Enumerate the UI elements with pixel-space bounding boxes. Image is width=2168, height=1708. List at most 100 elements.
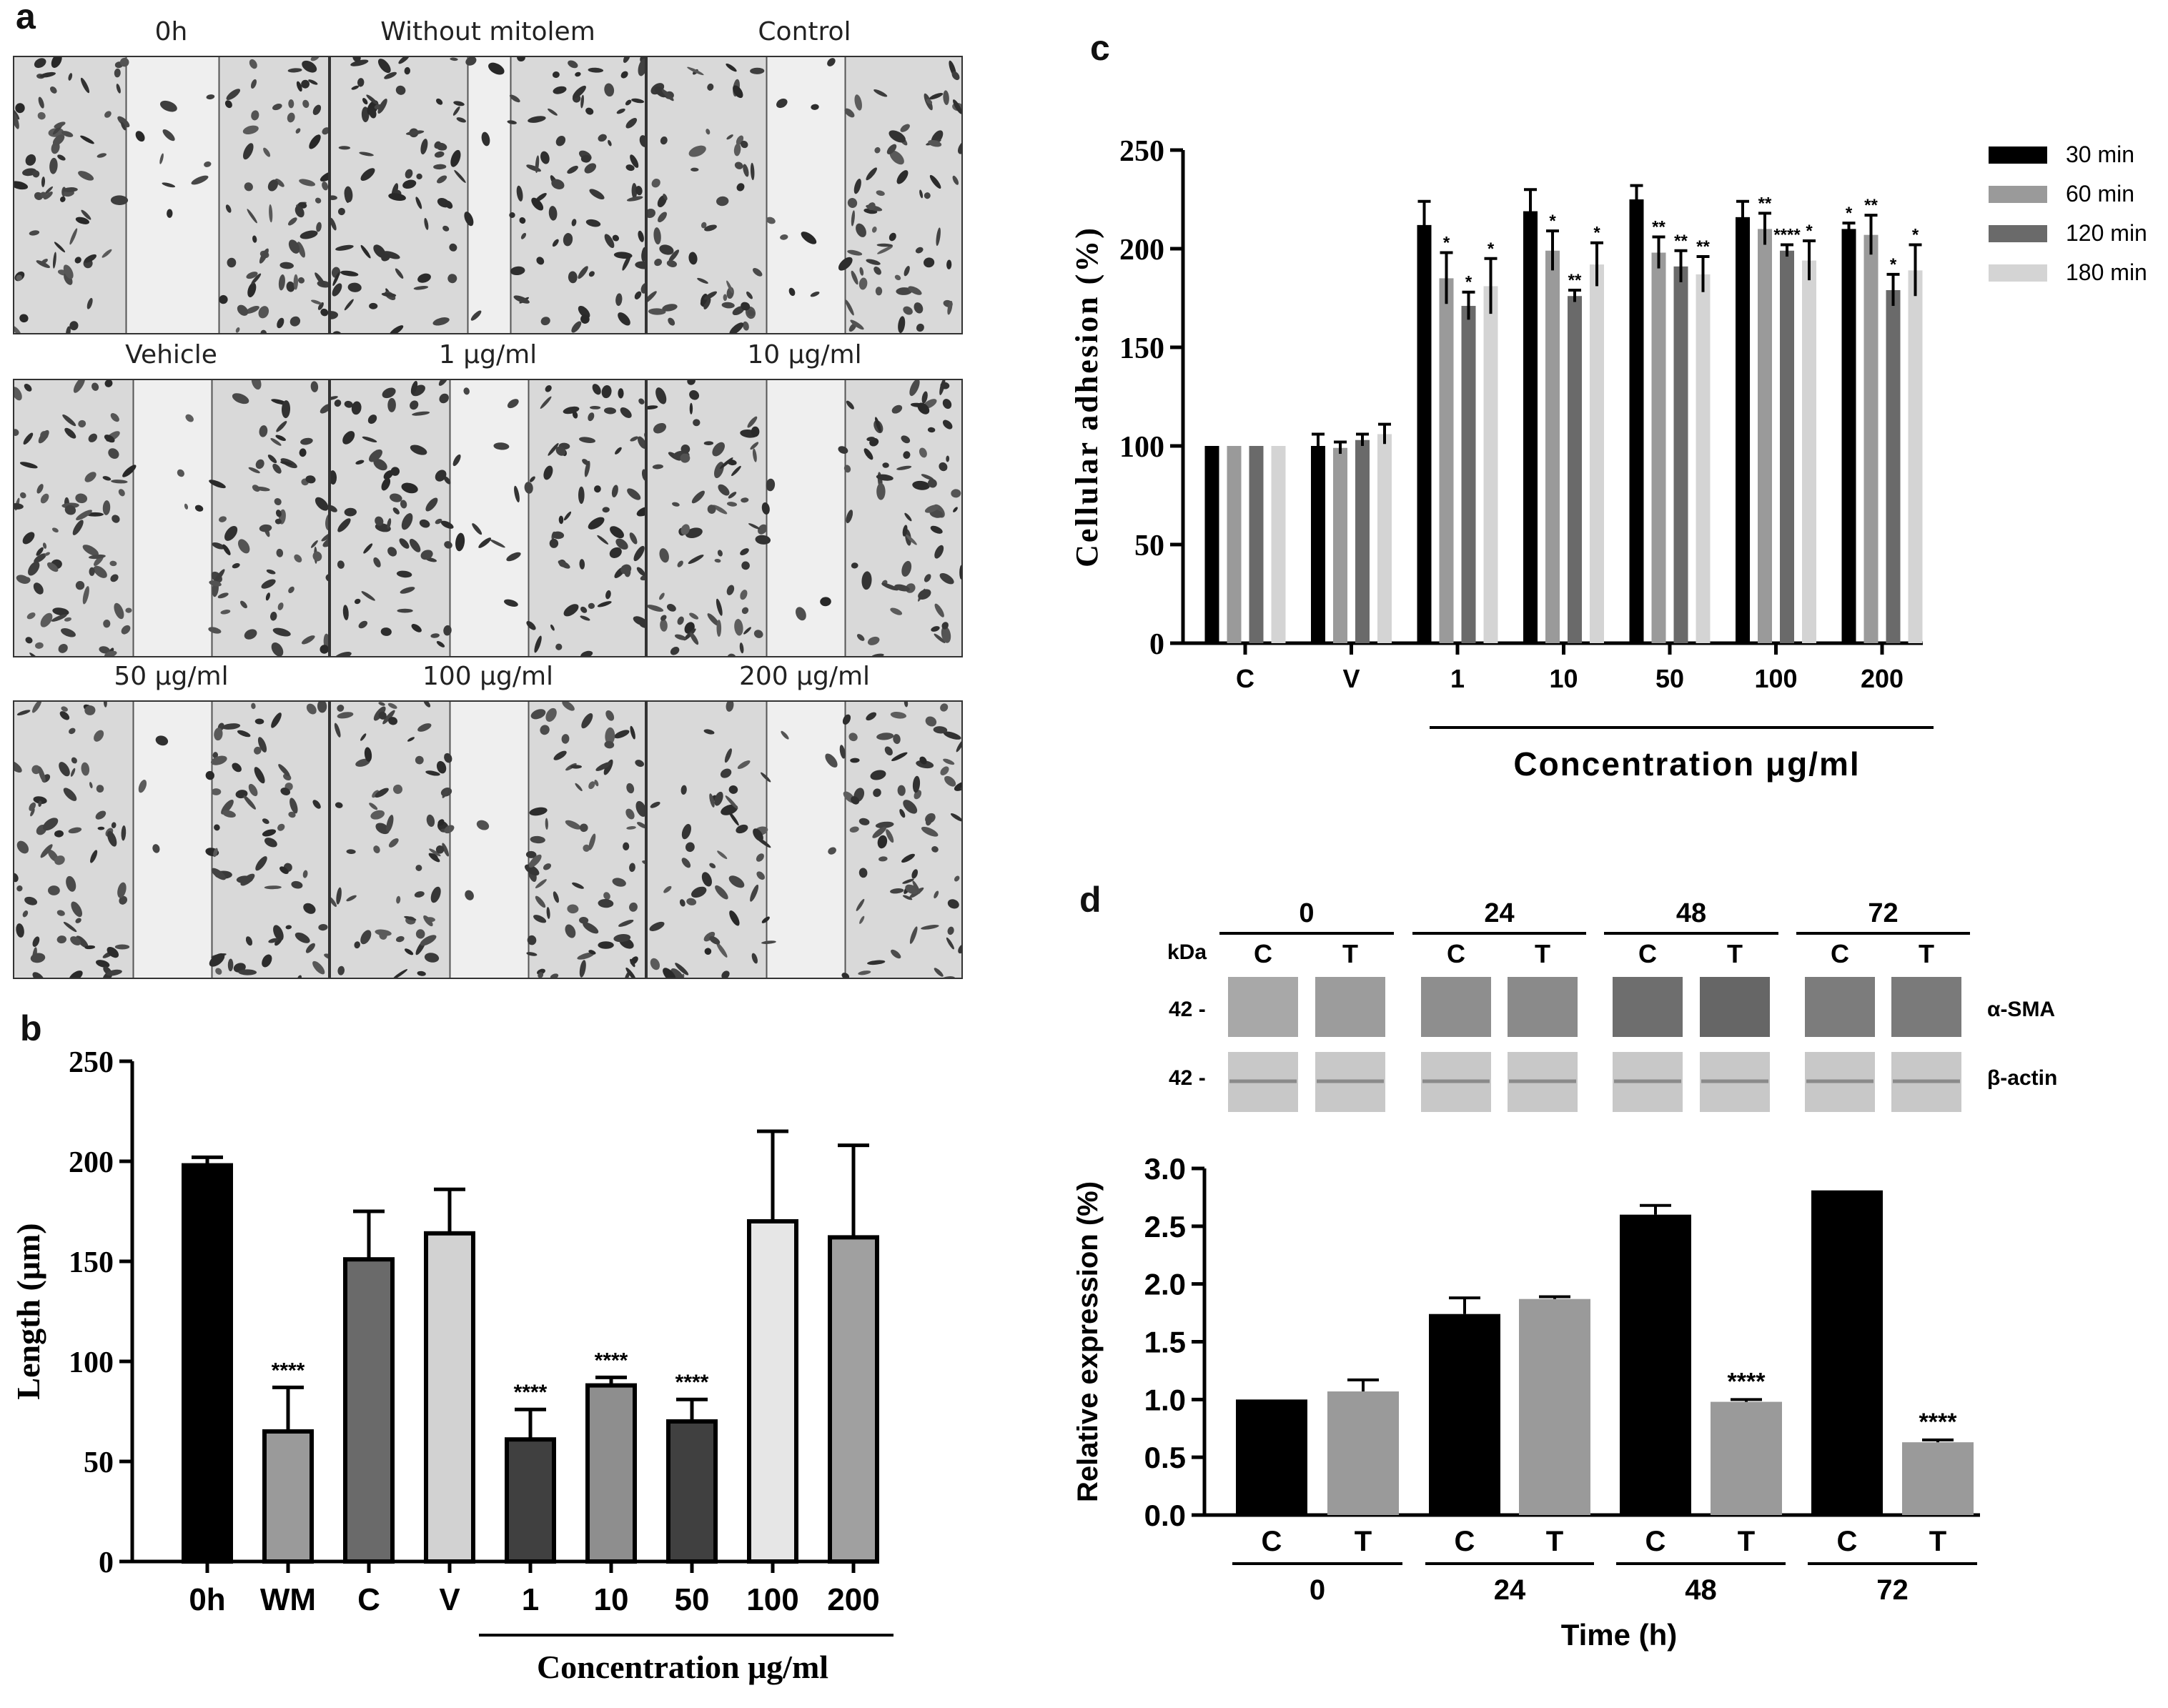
y-tick-label: 2.0 [1144,1268,1186,1301]
y-tick-label: 250 [1119,135,1164,168]
cell-blob [350,59,369,66]
cell-blob [318,923,328,931]
cell-blob [386,815,394,833]
bar-C-120min [1249,446,1264,643]
cell-blob [320,645,328,654]
cell-blob [16,274,23,281]
cell-blob [412,411,430,416]
cell-blob [652,464,663,470]
cell-blob [898,316,906,333]
cell-blob [942,419,953,430]
cell-blob [238,539,250,554]
micrograph-svg [14,380,328,656]
cell-blob [51,614,67,622]
cell-blob [755,535,771,545]
cell-blob [726,585,735,595]
cell-blob [642,860,645,865]
cell-blob [737,760,751,770]
cell-blob [568,60,578,69]
cell-blob [846,400,854,409]
cell-blob [97,826,105,830]
bar-1-60min [1439,278,1454,643]
cell-blob [851,562,858,569]
cell-blob [639,135,645,147]
cell-blob [630,154,639,168]
cell-blob [638,58,645,76]
cell-blob [839,745,846,759]
cell-blob [162,129,175,141]
micrograph-svg [14,57,328,333]
cell-blob [896,465,912,470]
cell-blob [728,811,739,826]
cell-blob [585,107,594,115]
micrograph-svg [14,702,328,978]
cell-blob [14,503,24,510]
cell-blob [245,305,259,314]
cell-blob [177,469,185,477]
scratch-gap [766,380,846,656]
cell-blob [742,321,749,331]
cell-blob [114,68,121,78]
cell-blob [918,589,931,600]
cell-blob [582,459,590,465]
cell-blob [756,871,765,880]
cell-blob [919,447,927,458]
cell-blob [104,380,113,387]
cell-blob [81,762,90,776]
cell-blob [118,489,125,497]
cell-blob [236,875,253,884]
cell-blob [264,838,277,848]
panel-letter-b: b [20,1008,42,1048]
cell-blob [714,558,721,563]
cell-blob [580,314,590,324]
cell-blob [553,86,567,94]
x-axis-label: Time (h) [1561,1618,1678,1652]
cell-blob [854,94,862,111]
cell-blob [119,895,128,905]
cell-blob [928,479,937,488]
cell-blob [529,807,548,816]
cell-blob [746,291,753,299]
cell-blob [540,396,552,409]
cell-blob [688,555,704,565]
cell-blob [504,599,518,607]
cell-blob [552,239,559,247]
bar-C-6 [1811,1190,1883,1515]
cell-blob [117,116,130,128]
cell-blob [615,447,622,455]
cell-blob [106,969,122,976]
cell-blob [844,108,855,118]
y-tick-label: 250 [69,1046,114,1079]
cell-blob [299,179,316,187]
cell-blob [297,975,302,978]
cell-blob [889,130,906,143]
cell-blob [588,67,604,73]
cell-blob [301,79,310,89]
bar-C-30min [1204,446,1219,643]
cell-blob [265,592,270,601]
bar-1 [505,1437,556,1564]
cell-blob [630,436,639,442]
x-tick-label: 1 [1450,664,1465,693]
cell-blob [555,643,563,650]
cell-blob [686,898,697,905]
cell-blob [337,560,345,569]
cell-blob [251,273,262,285]
cell-blob [625,808,635,820]
cell-blob [407,737,415,742]
cell-blob [420,935,437,946]
cell-blob [89,782,93,789]
cell-blob [947,926,954,935]
cell-blob [428,853,440,863]
cell-blob [354,941,360,949]
cell-blob [378,702,385,706]
cell-blob [943,90,949,105]
cell-blob [724,748,732,763]
cell-blob [709,863,716,868]
cell-blob [270,437,282,446]
cell-blob [22,532,35,545]
cell-blob [415,929,425,939]
cell-blob [111,822,117,828]
scratch-gap [126,57,219,333]
time-group-label: 24 [1494,1574,1526,1606]
